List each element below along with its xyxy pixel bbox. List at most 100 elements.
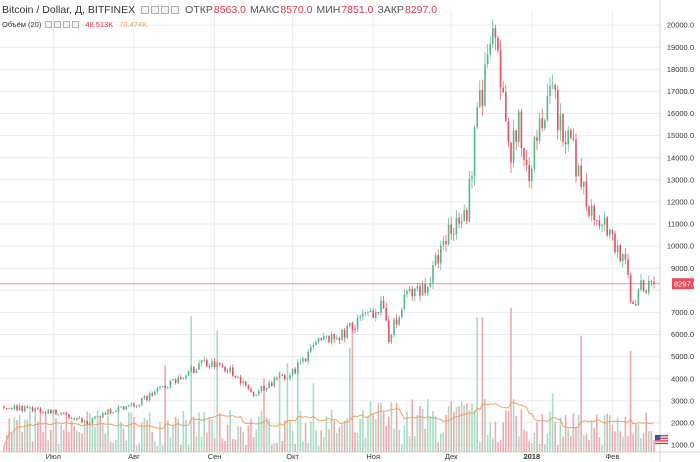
volume-bar [211,418,213,452]
volume-bar [650,430,653,452]
candle-body [429,282,432,287]
more-button[interactable] [171,6,180,14]
candle-body [245,381,247,386]
volume-bar [484,399,486,452]
volume-bar [172,424,174,452]
candle-body [447,224,450,245]
volume-bar [148,412,151,452]
volume-bar [551,393,554,452]
volume-bar [356,432,359,452]
candle-body [546,96,549,121]
candle-body [247,385,250,389]
y-tick-label: 11000.0 [667,220,694,229]
candle-body [601,224,603,226]
volume-bar [611,424,614,452]
volume-bar [648,431,650,452]
volume-bar [557,444,559,452]
volume-title: Объём (20) [2,19,42,29]
candle-body [632,301,634,304]
candle-body [187,370,190,376]
candle-body [164,386,166,389]
candle-body [229,367,231,372]
volume-bar [354,432,356,452]
candle-body [273,377,276,387]
volume-bar [226,424,229,452]
candle-body [351,322,354,330]
candle-body [653,281,655,284]
candle-body [481,89,484,106]
volume-bar [107,415,109,452]
volume-bar [427,399,429,452]
volume-bar [276,442,278,452]
volume-bar [258,416,260,452]
volume-bar [73,426,75,452]
candle-body [258,391,260,395]
volume-bar [333,420,335,452]
volume-bar [411,399,413,452]
volume-bar [494,421,497,452]
volume-bar [393,428,395,452]
candle-body [395,319,398,325]
settings-button[interactable] [151,6,160,14]
volume-remove-button[interactable] [63,20,71,28]
volume-bar [216,330,218,452]
volume-bar [65,411,68,452]
remove-series-button[interactable] [161,6,170,14]
time-axis[interactable]: Июл Авг Сен Окт Ноя Дек 2018 Фев [46,452,620,461]
volume-more-button[interactable] [72,20,80,28]
volume-bar [546,433,549,452]
candle-body [593,205,595,221]
last-price-tag: 8297.0 [672,278,697,290]
volume-bar [323,437,325,452]
candle-body [26,406,29,409]
candle-body [523,147,525,160]
last-price-label: 8297.0 [674,279,697,288]
volume-bar [429,416,432,452]
candle-body [518,111,520,142]
candle-body [159,386,161,388]
volume-bar [385,425,387,452]
volume-bar [499,440,502,452]
candle-body [434,255,437,266]
candle-body [510,142,512,163]
volume-bar [406,411,408,452]
candle-body [8,408,10,410]
x-tick-label: Июл [46,452,61,461]
volume-bar [434,416,437,452]
volume-bar [167,420,169,452]
volume-bar [195,436,198,452]
volume-bar [481,316,484,452]
price-axis[interactable]: 1000.0 2000.0 3000.0 4000.0 5000.0 6000.0 7000… [667,21,694,450]
volume-bar [559,417,562,452]
candle-body [619,245,621,261]
candle-body [219,362,221,365]
volume-settings-button[interactable] [54,20,62,28]
candle-body [642,280,645,291]
candle-body [432,265,434,283]
candle-body [11,408,13,410]
volume-bar [34,410,36,452]
volume-value: 48.513K [85,19,114,29]
candle-body [341,329,343,341]
volume-bar [520,409,523,452]
volume-legend: Объём (20) 48.513K 70.474K [2,18,147,30]
volume-bar [616,417,619,452]
flag-icon[interactable] [654,434,669,445]
volume-bar [377,403,380,452]
volume-bar [338,427,341,452]
volume-bar [554,421,556,452]
candle-body [138,404,140,406]
candle-body [541,118,543,129]
candle-body [421,283,424,296]
volume-bar [52,410,55,452]
volume-bar [632,433,634,452]
volume-hide-button[interactable] [45,20,53,28]
candle-body [34,408,36,412]
candle-body [635,303,637,306]
candle-body [367,311,369,313]
candle-body [424,283,426,294]
candle-body [359,316,361,318]
hide-series-button[interactable] [141,6,150,14]
volume-bar [112,443,114,452]
